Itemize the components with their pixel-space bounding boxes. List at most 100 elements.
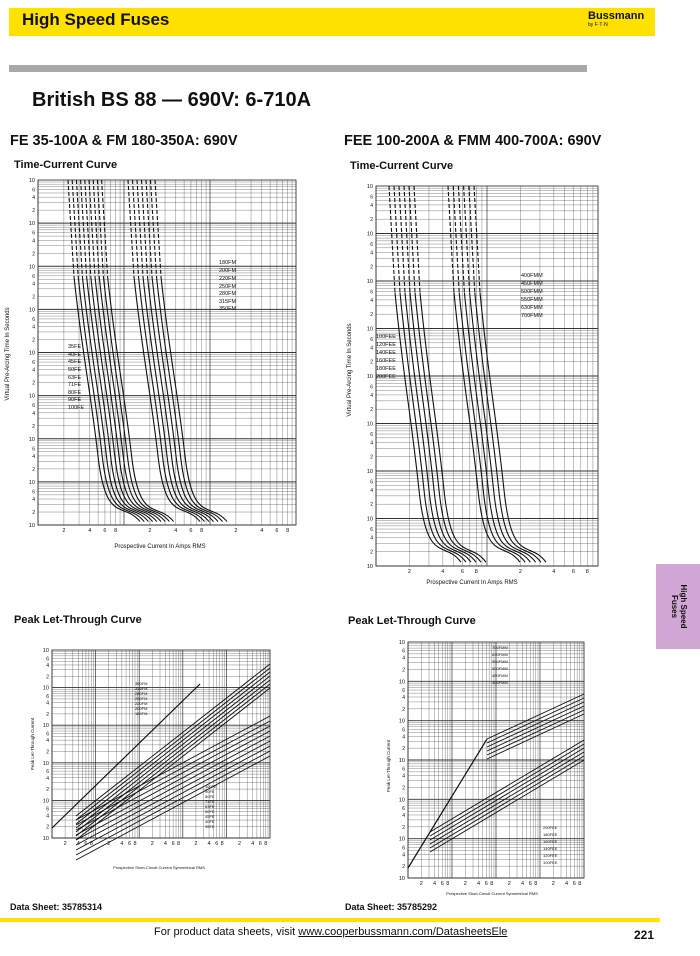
x-tick-label: 8 <box>475 569 478 575</box>
y-tick-label: 2 <box>402 667 405 673</box>
y-tick-label: 10 <box>367 374 373 380</box>
y-tick-label: 10 <box>367 232 373 238</box>
y-tick-label: 10 <box>43 723 49 729</box>
y-tick-label: 6 <box>402 806 405 812</box>
section-side-tab[interactable]: High Speed Fuses <box>656 564 700 649</box>
y-tick-label: 10 <box>399 876 405 882</box>
y-tick-label: 6 <box>370 195 373 201</box>
curve-line <box>73 276 141 522</box>
right-tc-title: Time-Current Curve <box>350 160 454 172</box>
curve-label: 200FEE <box>543 825 558 830</box>
y-tick-label: 10 <box>367 327 373 333</box>
prospective-line <box>407 738 488 869</box>
y-tick-label: 2 <box>32 251 35 257</box>
let-through-line <box>75 740 271 846</box>
y-tick-label: 4 <box>32 281 35 287</box>
x-tick-label: 6 <box>84 841 87 847</box>
y-tick-label: 2 <box>32 424 35 430</box>
x-tick-label: 8 <box>578 881 581 887</box>
let-through-line <box>75 725 271 831</box>
let-through-line <box>429 755 585 849</box>
y-tick-label: 2 <box>46 825 49 831</box>
y-tick-label: 4 <box>402 734 405 740</box>
x-tick-label: 8 <box>200 528 203 534</box>
curve-label: 140FEE <box>543 846 558 851</box>
curve-label: 120FEE <box>376 342 396 348</box>
curve-label: 450FMM <box>492 673 508 678</box>
curve-dashed <box>393 185 401 293</box>
curve-line <box>98 276 166 522</box>
fe-curve-labels: 100FE 90FE 80FE 71FE 63FE 50FE 45FE 40FE… <box>205 784 217 829</box>
y-tick-label: 10 <box>29 307 35 313</box>
y-tick-label: 10 <box>29 394 35 400</box>
curve-label: 630FMM <box>492 652 508 657</box>
curve-dashed <box>463 185 471 293</box>
y-tick-label: 10 <box>29 351 35 357</box>
y-tick-label: 2 <box>370 265 373 271</box>
y-tick-label: 6 <box>370 480 373 486</box>
x-tick-label: 4 <box>251 841 254 847</box>
curve-dashed <box>154 179 162 277</box>
curve-line <box>151 276 219 522</box>
y-tick-label: 6 <box>370 385 373 391</box>
x-axis-label: Prospective Current In Amps RMS <box>114 544 205 550</box>
curve-label: 250FM <box>219 284 237 290</box>
y-tick-label: 4 <box>370 250 373 256</box>
let-through-line <box>75 679 271 833</box>
curve-label: 35FE <box>205 824 215 829</box>
curve-line <box>77 276 145 522</box>
page-header-title: High Speed Fuses <box>22 10 170 29</box>
chart-curves <box>388 185 547 563</box>
y-tick-label: 2 <box>370 360 373 366</box>
datasheets-link[interactable]: www.cooperbussmann.com/DatasheetsEle <box>298 926 508 938</box>
y-tick-label: 4 <box>32 368 35 374</box>
let-through-line <box>486 701 585 748</box>
curve-line <box>107 276 175 522</box>
x-axis-label: Prospective Current In Amps RMS <box>426 580 517 586</box>
curve-label: 160FEE <box>376 358 396 364</box>
x-axis-label: Prospective Short-Circuit Current Symmet… <box>113 865 205 870</box>
x-tick-label: 2 <box>151 841 154 847</box>
chart-curves <box>51 663 271 861</box>
curve-line <box>414 292 482 563</box>
y-tick-label: 2 <box>46 749 49 755</box>
logo-tagline: by F·T·N <box>588 22 608 28</box>
curve-dashed <box>452 185 460 293</box>
curve-line <box>419 292 487 563</box>
let-through-line <box>75 687 271 841</box>
y-tick-label: 10 <box>399 837 405 843</box>
curve-line <box>90 276 158 522</box>
curve-label: 550FMM <box>521 297 543 303</box>
y-tick-label: 10 <box>29 221 35 227</box>
y-tick-label: 6 <box>32 317 35 323</box>
right-peak-let-through-chart: 2 4 6 8 2 4 6 8 2 4 6 8 2 4 6 8102461024610246102461024… <box>386 640 585 896</box>
y-tick-label: 4 <box>46 776 49 782</box>
let-through-line <box>75 735 271 841</box>
y-tick-label: 10 <box>43 686 49 692</box>
y-tick-label: 4 <box>370 203 373 209</box>
curve-dashed <box>447 185 455 293</box>
y-tick-label: 10 <box>43 798 49 804</box>
x-tick-label: 4 <box>208 841 211 847</box>
curve-line <box>102 276 170 522</box>
curve-label: 50FE <box>205 809 215 814</box>
x-tick-label: 4 <box>174 528 177 534</box>
y-tick-label: 2 <box>370 407 373 413</box>
x-tick-label: 8 <box>534 881 537 887</box>
footer-prefix: For product data sheets, visit <box>154 926 299 938</box>
x-tick-label: 2 <box>408 569 411 575</box>
let-through-line <box>75 663 271 817</box>
curve-label: 63FE <box>68 375 81 381</box>
let-through-line <box>75 683 271 837</box>
curve-line <box>146 276 214 522</box>
let-through-line <box>429 759 585 853</box>
let-through-line <box>486 713 585 760</box>
y-tick-label: 4 <box>46 701 49 707</box>
y-tick-label: 6 <box>402 767 405 773</box>
x-tick-label: 6 <box>103 528 106 534</box>
bussmann-logo: Bussmann by F·T·N <box>588 11 644 28</box>
y-tick-label: 4 <box>32 238 35 244</box>
curve-line <box>463 292 531 563</box>
y-axis-label: Peak Let-Through Current <box>30 717 35 770</box>
x-tick-label: 8 <box>90 841 93 847</box>
